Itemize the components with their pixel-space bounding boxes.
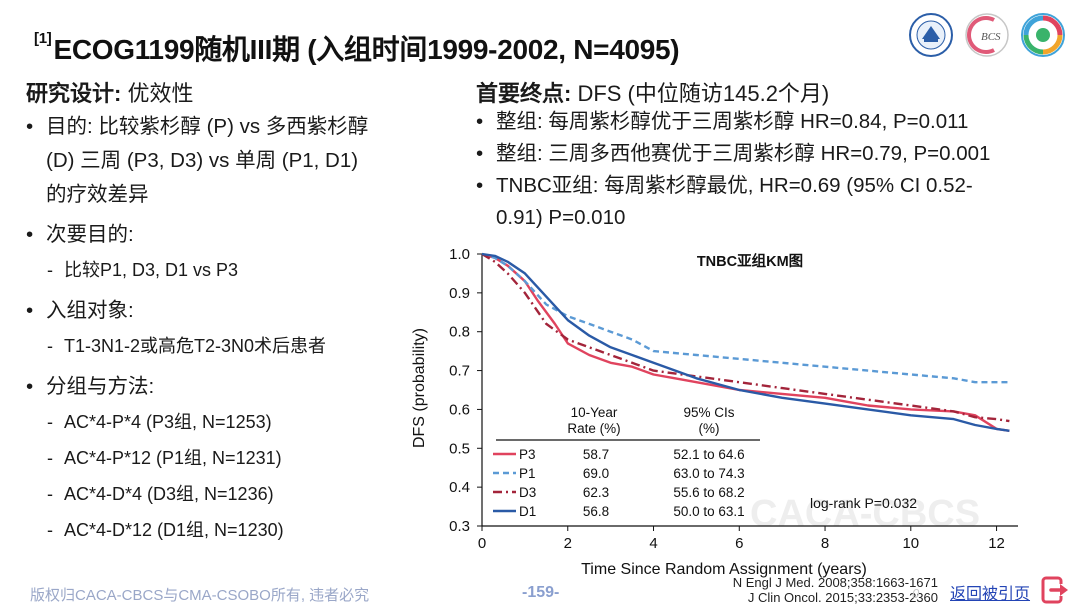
sub-item: AC*4-D*12 (D1组, N=1230): [26, 512, 426, 548]
sub-item-text: AC*4-D*12 (D1组, N=1230): [64, 520, 284, 540]
chart-watermark: CACA-CBCS: [750, 493, 980, 535]
table-ci-value: 50.0 to 63.1: [673, 504, 744, 519]
reference-item: N Engl J Med. 2008;358:1663-1671: [732, 575, 938, 590]
table-header-rate: 10-Year: [571, 405, 618, 420]
series-line-d1: [481, 252, 1010, 432]
series-line-d3: [481, 252, 1010, 423]
legend-label: D1: [519, 504, 536, 519]
list-item-text: (D) 三周 (P3, D3) vs 单周 (P1, D1): [46, 149, 359, 172]
x-tick-label: 2: [564, 535, 572, 552]
list-item-text: 入组对象:: [46, 299, 134, 322]
list-item-text: 0.91) P=0.010: [496, 206, 626, 229]
x-tick-label: 6: [735, 535, 743, 552]
sub-item: AC*4-D*4 (D3组, N=1236): [26, 476, 426, 512]
list-item: 入组对象:: [26, 294, 426, 328]
design-heading-rest: 优效性: [121, 81, 194, 106]
references: N Engl J Med. 2008;358:1663-1671 J Clin …: [720, 575, 938, 605]
list-item: 目的: 比较紫杉醇 (P) vs 多西紫杉醇 (D) 三周 (P3, D3) vs…: [26, 110, 426, 212]
sub-item-text: AC*4-D*4 (D3组, N=1236): [64, 484, 274, 504]
table-header-ci: 95% CIs: [683, 405, 734, 420]
list-item-text: 目的: 比较紫杉醇 (P) vs 多西紫杉醇: [46, 115, 369, 138]
list-item-text: 的疗效差异: [46, 183, 149, 206]
design-heading: 研究设计: 优效性: [26, 76, 193, 108]
page-number: -159-: [522, 584, 560, 601]
list-item-text: 整组: 三周多西他赛优于三周紫杉醇 HR=0.79, P=0.001: [496, 142, 991, 165]
table-rate-value: 56.8: [583, 504, 609, 519]
chart-xlabel: Time Since Random Assignment (years): [581, 561, 867, 578]
list-item-text: TNBC亚组: 每周紫杉醇最优, HR=0.69 (95% CI 0.52-: [496, 174, 973, 197]
legend-label: P1: [519, 466, 536, 481]
design-list: 目的: 比较紫杉醇 (P) vs 多西紫杉醇 (D) 三周 (P3, D3) vs…: [26, 110, 426, 548]
legend-label: D3: [519, 485, 536, 500]
y-tick-label: 0.5: [449, 440, 470, 457]
x-tick-label: 8: [821, 535, 829, 552]
table-ci-value: 52.1 to 64.6: [673, 447, 744, 462]
y-tick-label: 0.8: [449, 324, 470, 341]
list-item: 整组: 三周多西他赛优于三周紫杉醇 HR=0.79, P=0.001: [476, 138, 1066, 170]
series-line-p1: [481, 252, 1010, 384]
table-header-rate: Rate (%): [567, 421, 620, 436]
y-tick-label: 0.6: [449, 401, 470, 418]
y-tick-label: 0.3: [449, 518, 470, 535]
sub-item: T1-3N1-2或高危T2-3N0术后患者: [26, 328, 426, 364]
list-item: TNBC亚组: 每周紫杉醇最优, HR=0.69 (95% CI 0.52- 0.…: [476, 170, 1066, 234]
endpoint-heading-bold: 首要终点:: [476, 81, 572, 106]
university-seal-icon: [909, 13, 953, 57]
list-item-text: 整组: 每周紫杉醇优于三周紫杉醇 HR=0.84, P=0.011: [496, 110, 969, 133]
y-tick-label: 0.9: [449, 285, 470, 302]
x-tick-label: 0: [478, 535, 486, 552]
legend-label: P3: [519, 447, 536, 462]
design-heading-bold: 研究设计:: [26, 81, 122, 106]
sub-item-text: T1-3N1-2或高危T2-3N0术后患者: [64, 336, 327, 356]
logo-group: BCS: [908, 12, 1066, 58]
sub-item-text: 比较P1, D3, D1 vs P3: [64, 260, 239, 280]
reference-item: J Clin Oncol. 2015;33:2353-2360: [747, 590, 938, 605]
table-rate-value: 62.3: [583, 485, 609, 500]
x-tick-label: 4: [649, 535, 657, 552]
list-item: 分组与方法:: [26, 370, 426, 404]
sub-item-text: AC*4-P*12 (P1组, N=1231): [64, 448, 282, 468]
y-tick-label: 0.4: [449, 479, 470, 496]
x-tick-label: 10: [902, 535, 919, 552]
endpoint-heading: 首要终点: DFS (中位随访145.2个月): [476, 76, 829, 108]
table-ci-value: 55.6 to 68.2: [673, 485, 744, 500]
table-ci-value: 63.0 to 74.3: [673, 466, 744, 481]
list-item-text: 次要目的:: [46, 223, 134, 246]
km-chart: CACA-CBCS 0.3 0.4 0.5 0.6 0.7 0.8 0.9 1.0 0 2 4 6 8 1…: [411, 246, 1018, 578]
bcs-logo-text: BCS: [981, 31, 1001, 43]
sub-item: AC*4-P*4 (P3组, N=1253): [26, 404, 426, 440]
list-item: 次要目的:: [26, 218, 426, 252]
x-tick-label: 12: [988, 535, 1005, 552]
back-link[interactable]: 返回被引页: [950, 586, 1031, 603]
list-item: 整组: 每周紫杉醇优于三周紫杉醇 HR=0.84, P=0.011: [476, 106, 1066, 138]
title-citation: [1]: [34, 30, 52, 47]
chart-lines: [481, 252, 1010, 432]
footer-watermark: 0: [912, 586, 920, 601]
bcs-logo-icon: BCS: [965, 13, 1009, 57]
sub-item-text: AC*4-P*4 (P3组, N=1253): [64, 412, 272, 432]
sub-item: AC*4-P*12 (P1组, N=1231): [26, 440, 426, 476]
chart-ylabel: DFS (probability): [411, 328, 428, 448]
table-rate-value: 58.7: [583, 447, 609, 462]
logrank-annotation: log-rank P=0.032: [810, 495, 917, 511]
title-text: ECOG1199随机III期 (入组时间1999-2002, N=4095): [53, 34, 680, 65]
endpoint-list: 整组: 每周紫杉醇优于三周紫杉醇 HR=0.84, P=0.011 整组: 三周…: [476, 106, 1066, 234]
y-tick-label: 1.0: [449, 246, 470, 263]
endpoint-heading-rest: DFS (中位随访145.2个月): [571, 81, 830, 106]
chart-title: TNBC亚组KM图: [697, 252, 803, 270]
exit-arrow-icon[interactable]: [1040, 574, 1072, 606]
y-tick-label: 0.7: [449, 363, 470, 380]
slide-title: [1]ECOG1199随机III期 (入组时间1999-2002, N=4095…: [34, 28, 680, 68]
series-line-p3: [481, 252, 1010, 432]
copyright-text: 版权归CACA-CBCS与CMA-CSOBO所有, 违者必究: [30, 587, 370, 604]
list-item-text: 分组与方法:: [46, 375, 155, 398]
chart-axes: 0.3 0.4 0.5 0.6 0.7 0.8 0.9 1.0 0 2 4 6 8 10 12: [449, 246, 1018, 552]
table-header-ci: (%): [699, 421, 720, 436]
sub-item: 比较P1, D3, D1 vs P3: [26, 252, 426, 288]
table-rate-value: 69.0: [583, 466, 609, 481]
cacacbcs-logo-icon: [1021, 13, 1065, 57]
